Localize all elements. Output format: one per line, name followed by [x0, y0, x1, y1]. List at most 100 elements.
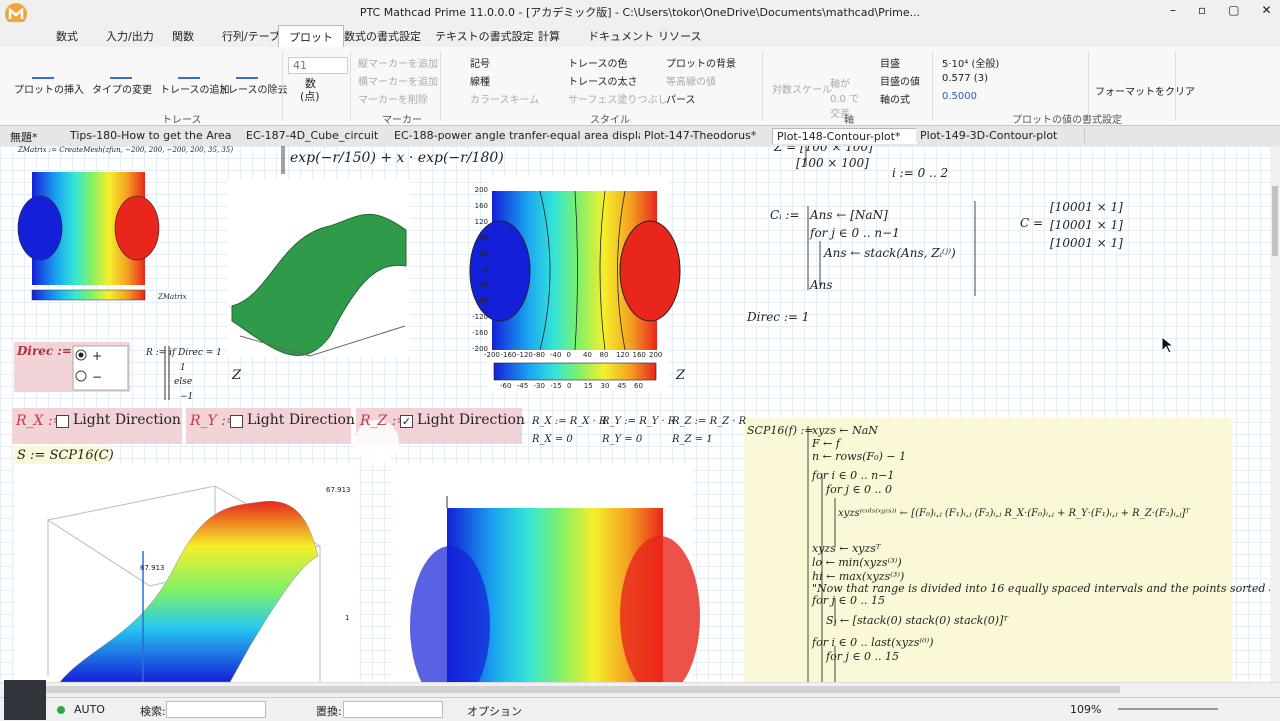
group-label: スタイル	[590, 115, 630, 126]
ribbon: プロットの挿入 タイプの変更 トレースの追加 トレースの除去 トレース 41 数 (点) 縦マー…	[0, 47, 1280, 126]
horizontal-scrollbar[interactable]	[0, 682, 1280, 697]
program-line: for j ∈ 0 .. 15	[812, 594, 885, 607]
marker-item[interactable]: 横マーカーを追加	[358, 77, 438, 88]
axis-item[interactable]: 軸の式	[880, 95, 910, 106]
colorbar-label: 0	[567, 382, 572, 390]
menu-tab[interactable]: 関数	[172, 30, 194, 43]
light-bg	[186, 408, 351, 444]
axis-item[interactable]: 目盛の値	[880, 77, 920, 88]
menu-tab[interactable]: ドキュメント	[588, 30, 654, 43]
program-line: xyzs ← NaN	[812, 424, 878, 437]
document-tab[interactable]: Plot-148-Contour-plot*	[772, 128, 920, 144]
document-tab[interactable]: 無題*	[6, 128, 71, 146]
calc-mode[interactable]: AUTO	[74, 703, 105, 716]
search-input[interactable]	[166, 701, 266, 718]
math-text: S := SCP16(C)	[17, 448, 114, 463]
program-line: n ← rows(F₀) − 1	[812, 450, 907, 463]
document-tab[interactable]: Tips-180-How to get the Area	[66, 128, 245, 143]
style-item[interactable]: プロットの背景	[666, 59, 736, 70]
ribbon-button[interactable]	[110, 53, 132, 79]
program-line: Cᵢ :=	[770, 208, 800, 222]
worksheet: ZMatrix := CreateMesh(zfun, −200, 200, −…	[0, 146, 1270, 682]
menu-bar: 数式 入力/出力 関数 行列/テーブル プロット 数式の書式設定 テキストの書式設定 計算 ドキ…	[0, 22, 1280, 49]
document-tab[interactable]: Plot-149-3D-Contour-plot	[916, 128, 1085, 143]
style-item[interactable]: トレースの色	[568, 59, 628, 70]
checkbox[interactable]	[56, 415, 69, 428]
math-result: C =	[1020, 216, 1044, 230]
y-tick-label: 160	[474, 201, 488, 210]
plot-label: Z	[232, 368, 242, 383]
calc-indicator	[57, 706, 65, 714]
colorbar-label: 30	[600, 382, 610, 390]
format-item[interactable]: 0.577 (3)	[942, 73, 988, 84]
document-tab[interactable]: EC-187-4D_Cube_circuit	[242, 128, 393, 143]
separator	[350, 51, 351, 121]
search-label: 検索:	[140, 705, 166, 718]
style-item[interactable]: カラースキーム	[470, 95, 540, 106]
ribbon-button-label[interactable]: トレースの追加	[160, 85, 230, 96]
program-line: "Now that range is divided into 16 equal…	[812, 582, 1270, 595]
math-result: [100 × 100]	[796, 156, 869, 170]
count-label: 数	[305, 77, 316, 90]
ribbon-button[interactable]	[236, 53, 258, 79]
menu-tab[interactable]: 数式の書式設定	[344, 30, 421, 43]
marker-item[interactable]: 縦マーカーを追加	[358, 59, 438, 70]
format-item[interactable]: 0.5000	[942, 91, 977, 102]
count-input[interactable]: 41	[288, 57, 348, 74]
y-tick-label: -40	[476, 281, 488, 290]
menu-tab[interactable]: 数式	[56, 30, 78, 43]
ribbon-button[interactable]	[32, 53, 54, 79]
light-bg	[12, 408, 182, 444]
style-item[interactable]: 等高線の値	[666, 77, 716, 88]
math-text: R_X := R_X · R	[532, 416, 607, 427]
ribbon-button[interactable]	[178, 53, 200, 79]
window-controls[interactable]: –▫▢✕	[1170, 3, 1272, 17]
program-line: −1	[180, 392, 194, 402]
x-tick-label: 120	[616, 351, 630, 359]
menu-tab[interactable]: リソース	[658, 30, 702, 43]
format-item[interactable]: 5·10⁴ (全般)	[942, 59, 1000, 70]
document-tab[interactable]: Plot-147-Theodorus*	[640, 128, 775, 143]
marker-item[interactable]: マーカーを削除	[358, 95, 428, 106]
style-item[interactable]: 線種	[470, 77, 490, 88]
style-item[interactable]: 記号	[470, 59, 490, 70]
radio-minus[interactable]	[75, 370, 87, 382]
checkbox-text: Light Direction	[73, 412, 181, 428]
x-tick-label: -160	[500, 351, 517, 359]
zoom-slider[interactable]	[1118, 708, 1218, 710]
radio-label[interactable]: +	[92, 349, 103, 363]
options-button[interactable]: オプション	[467, 705, 522, 718]
x-tick-label: -120	[517, 351, 533, 359]
ribbon-button-label[interactable]: トレースの除去	[218, 85, 288, 96]
webcam-thumb	[4, 680, 46, 720]
ribbon-button-label[interactable]: タイプの変更	[92, 85, 152, 96]
axis-item[interactable]: 軸が 0.0 で交差	[830, 79, 860, 120]
program-bar	[164, 346, 170, 400]
menu-tab[interactable]: テキストの書式設定	[435, 30, 534, 43]
axis-item[interactable]: 対数スケール	[772, 85, 832, 96]
style-item[interactable]: パース	[666, 95, 696, 106]
program-line: Ans ← [NaN]	[810, 208, 888, 222]
ribbon-button-label[interactable]: プロットの挿入	[14, 85, 84, 96]
clear-format[interactable]: フォーマットをクリア	[1095, 87, 1195, 98]
style-item[interactable]: トレースの太さ	[568, 77, 638, 88]
menu-tab[interactable]: プロット	[278, 25, 344, 49]
program-line: lo ← min(xyzs⁽³⁾)	[812, 556, 902, 569]
program-line: for j ∈ 0 .. 15	[826, 650, 899, 663]
separator	[1088, 51, 1089, 121]
style-item[interactable]: サーフェス塗りつぶし	[568, 95, 668, 106]
menu-tab[interactable]: 入力/出力	[106, 30, 154, 43]
radio-label[interactable]: −	[92, 370, 103, 384]
vertical-scrollbar[interactable]	[1270, 146, 1280, 682]
x-tick-label: -200	[484, 351, 500, 359]
document-tab[interactable]: EC-188-power angle tranfer-equal area di…	[390, 128, 651, 143]
axis-item[interactable]: 目盛	[880, 59, 900, 70]
plot-label: ZMatrix	[158, 293, 187, 301]
menu-tab[interactable]: 計算	[538, 30, 560, 43]
program-line: 1	[180, 363, 186, 373]
checkbox[interactable]	[230, 415, 243, 428]
menu-tab[interactable]: 行列/テーブル	[222, 30, 292, 43]
replace-input[interactable]	[343, 701, 443, 718]
y-tick-label: -120	[472, 313, 488, 322]
checkbox[interactable]: ✓	[400, 415, 413, 428]
